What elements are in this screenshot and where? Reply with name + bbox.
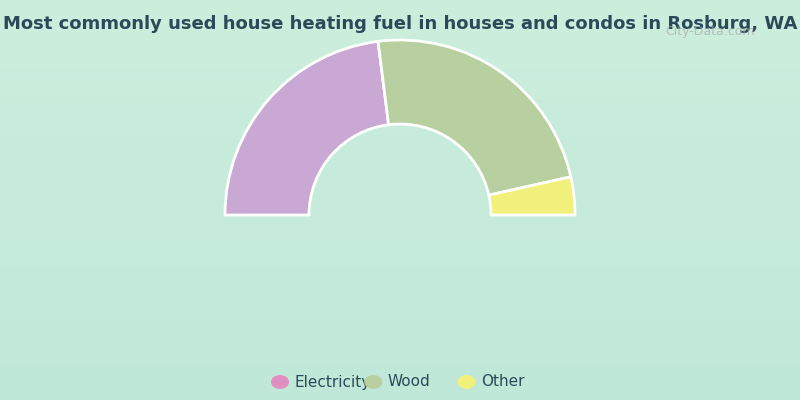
Text: Electricity: Electricity [294,374,370,390]
Ellipse shape [271,375,289,389]
Text: Other: Other [481,374,524,390]
Wedge shape [225,41,389,215]
Text: Most commonly used house heating fuel in houses and condos in Rosburg, WA: Most commonly used house heating fuel in… [3,15,797,33]
Text: Wood: Wood [387,374,430,390]
Wedge shape [489,177,575,215]
Text: City-Data.com: City-Data.com [666,25,755,38]
Ellipse shape [458,375,476,389]
Wedge shape [378,40,570,195]
Ellipse shape [364,375,382,389]
